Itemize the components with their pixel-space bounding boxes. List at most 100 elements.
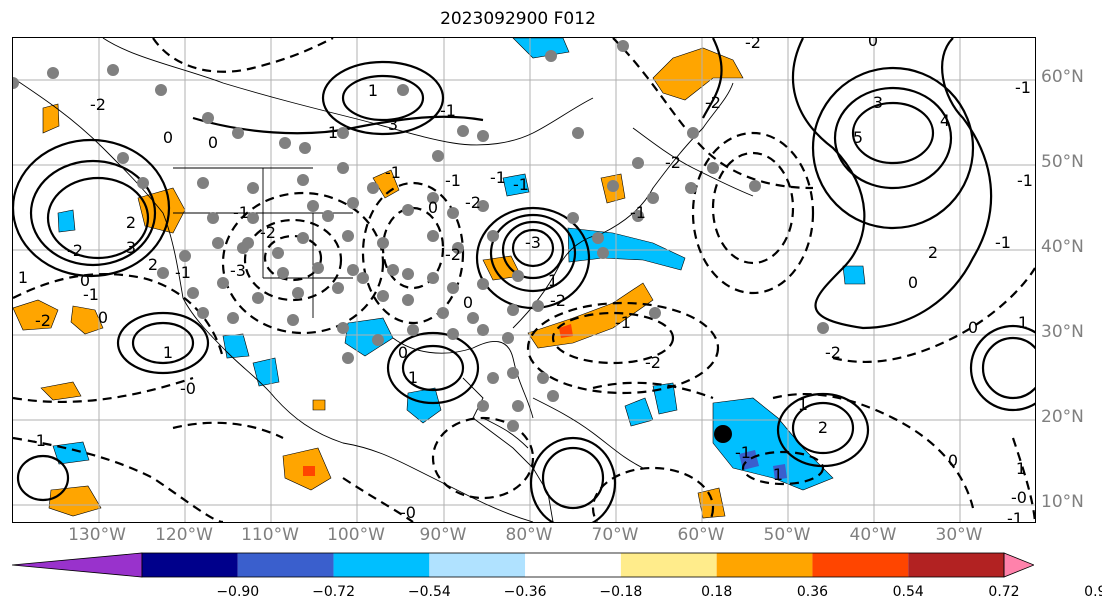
contour-label: -2 [67,241,83,260]
shade-patch [512,38,570,59]
contour-label: -1 [385,163,401,182]
contour-label: 3 [126,238,136,257]
contours-negative [13,38,1035,522]
contour-label: 1 [798,395,808,414]
colorbar-extend-high [1003,552,1034,578]
contour-label: 3 [388,115,398,134]
colorbar-segment [620,553,717,577]
lon-label: 90°W [419,525,467,545]
contour-label: 2 [148,255,158,274]
contour-label: 1 [18,268,28,287]
contour-label: -1 [1015,78,1031,97]
map-panel[interactable]: -2 0 -1 0 1 -2 2 1 -0 2 3 -1 0 -3 -1 -2 1 3 -1 -2 -2 0 -1 -3 1 -1… [12,37,1036,523]
coastlines [13,38,754,522]
lon-label: 70°W [591,525,639,545]
contour-label: -2 [445,245,461,264]
contour-label: -1 [1017,171,1033,190]
contour-label: -1 [735,443,751,462]
contour-label: 1 [163,343,173,362]
contour-label: -2 [705,93,721,112]
contour-label: -1 [490,168,506,187]
contour-label: 1 [773,465,783,484]
contour-label: -2 [825,343,841,362]
contour-label: 0 [398,343,408,362]
contour-label: -2 [645,353,661,372]
colorbar-tick-label: 0.36 [796,584,829,600]
lat-label: 40°N [1041,237,1084,257]
map-canvas: -2 0-101-221-023-10-3-1-21 3-1-2-20-1-31-1… [13,38,1035,522]
shade-patch [842,265,866,285]
contour-label: 1 [328,123,338,142]
contour-label: 5 [853,128,863,147]
contour-label: -1 [615,313,631,332]
contour-label: -1 [630,203,646,222]
colorbar-tick-label: −0.54 [407,584,451,600]
shade-patch [57,209,76,233]
colorbar-tick-label: 0.18 [701,584,733,600]
contour-labels: -2 0-101-221-023-10-3-1-21 3-1-2-20-1-31-1… [18,38,1033,522]
colorbar-tick-label: 0.90 [1084,584,1102,600]
contour-label: 0 [208,133,218,152]
shade-patch [48,485,102,517]
colorbar-tick-label: −0.72 [312,584,355,600]
shade-patch [773,464,787,480]
contour-label: 1 [408,368,418,387]
colorbar-tick-label: −0.90 [216,584,260,600]
contour-label: -0 [180,379,196,398]
colorbar-segment [716,553,813,577]
contour-label: -1 [83,285,99,304]
lon-label: 100°W [327,525,385,545]
contour-label: 1 [548,271,558,290]
map-title: 2023092900 F012 [440,9,596,29]
colorbar-segment [525,553,621,577]
contour-label: 0 [163,128,173,147]
colorbar-tick-label: 0.72 [988,584,1020,600]
contour-label: -1 [175,263,191,282]
contour-label: -2 [465,193,481,212]
shade-patch [40,381,82,401]
contour-label: 0 [968,318,978,337]
contour-label: 1 [368,81,378,100]
contour-label: 2 [928,243,938,262]
contour-label: 2 [126,213,136,232]
contour-label: -1 [233,203,249,222]
contour-label: 0 [868,38,878,50]
contour-label: 0 [948,451,958,470]
graticule [13,38,1035,522]
colorbar-tick-label: 0.54 [892,584,924,600]
contour-label: -2 [665,153,681,172]
shade-patch [13,299,59,331]
shade-patch [697,487,726,519]
contour-label: -2 [745,38,761,52]
lon-label: 110°W [241,525,299,545]
shaded-field-positive [13,47,744,519]
shade-patch [624,397,654,427]
lon-label: 60°W [677,525,725,545]
contour-label: -2 [90,95,106,114]
colorbar-outline [141,552,1005,578]
shade-patch [406,387,442,424]
contour-label: -2 [550,291,566,310]
contour-label: -1 [513,175,529,194]
lat-label: 30°N [1041,322,1084,342]
contour-label: -0 [1011,488,1027,507]
lon-label: 30°W [935,525,983,545]
shade-patch [303,466,315,476]
lon-label: 40°W [849,525,897,545]
contour-label: -1 [995,233,1011,252]
shade-patch [344,317,394,357]
colorbar-tick-label: −0.18 [599,584,643,600]
shade-patch [372,169,400,199]
colorbar-tick-label: −0.36 [503,584,547,600]
lat-label: 60°N [1041,67,1084,87]
lat-label: 20°N [1041,407,1084,427]
lat-label: 50°N [1041,152,1084,172]
contour-label: 4 [940,111,950,130]
contour-label: -2 [35,311,51,330]
contour-label: -1 [1007,509,1023,522]
colorbar-segment [908,553,1004,577]
shade-patch [222,333,250,359]
lon-label: 120°W [155,525,213,545]
storm-center-marker [714,425,732,443]
contour-label: -2 [260,223,276,242]
